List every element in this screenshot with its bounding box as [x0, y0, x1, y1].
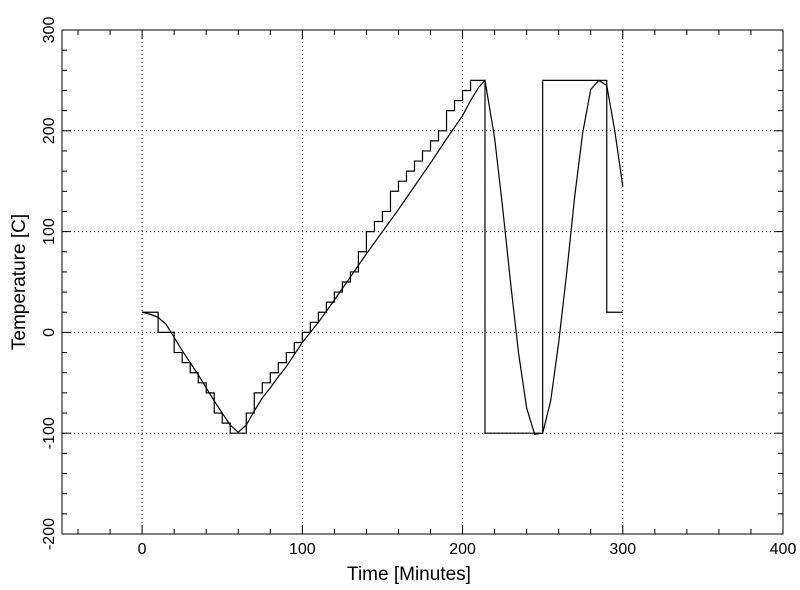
tick-labels: 0 100 200 300 400 -200 -100 0 100 200 300 [41, 17, 796, 558]
x-tick-label: 100 [289, 541, 316, 558]
y-tick-label: -100 [41, 417, 58, 449]
y-tick-label: 0 [41, 328, 58, 337]
y-tick-label: 200 [41, 117, 58, 144]
setpoint-step-line [142, 79, 623, 434]
x-axis-title: Time [Minutes] [347, 564, 471, 585]
series-layer [141, 79, 624, 435]
x-tick-label: 400 [770, 541, 797, 558]
x-tick-label: 300 [609, 541, 636, 558]
y-tick-label: -200 [41, 518, 58, 550]
grid [62, 30, 783, 534]
y-tick-label: 300 [41, 17, 58, 44]
plot-frame [61, 29, 784, 535]
ticks [62, 29, 784, 535]
y-axis-title: Temperature [C] [9, 214, 30, 350]
x-tick-label: 0 [138, 541, 147, 558]
x-tick-label: 200 [449, 541, 476, 558]
y-tick-label: 100 [41, 218, 58, 245]
measured-temperature-line [141, 79, 624, 435]
